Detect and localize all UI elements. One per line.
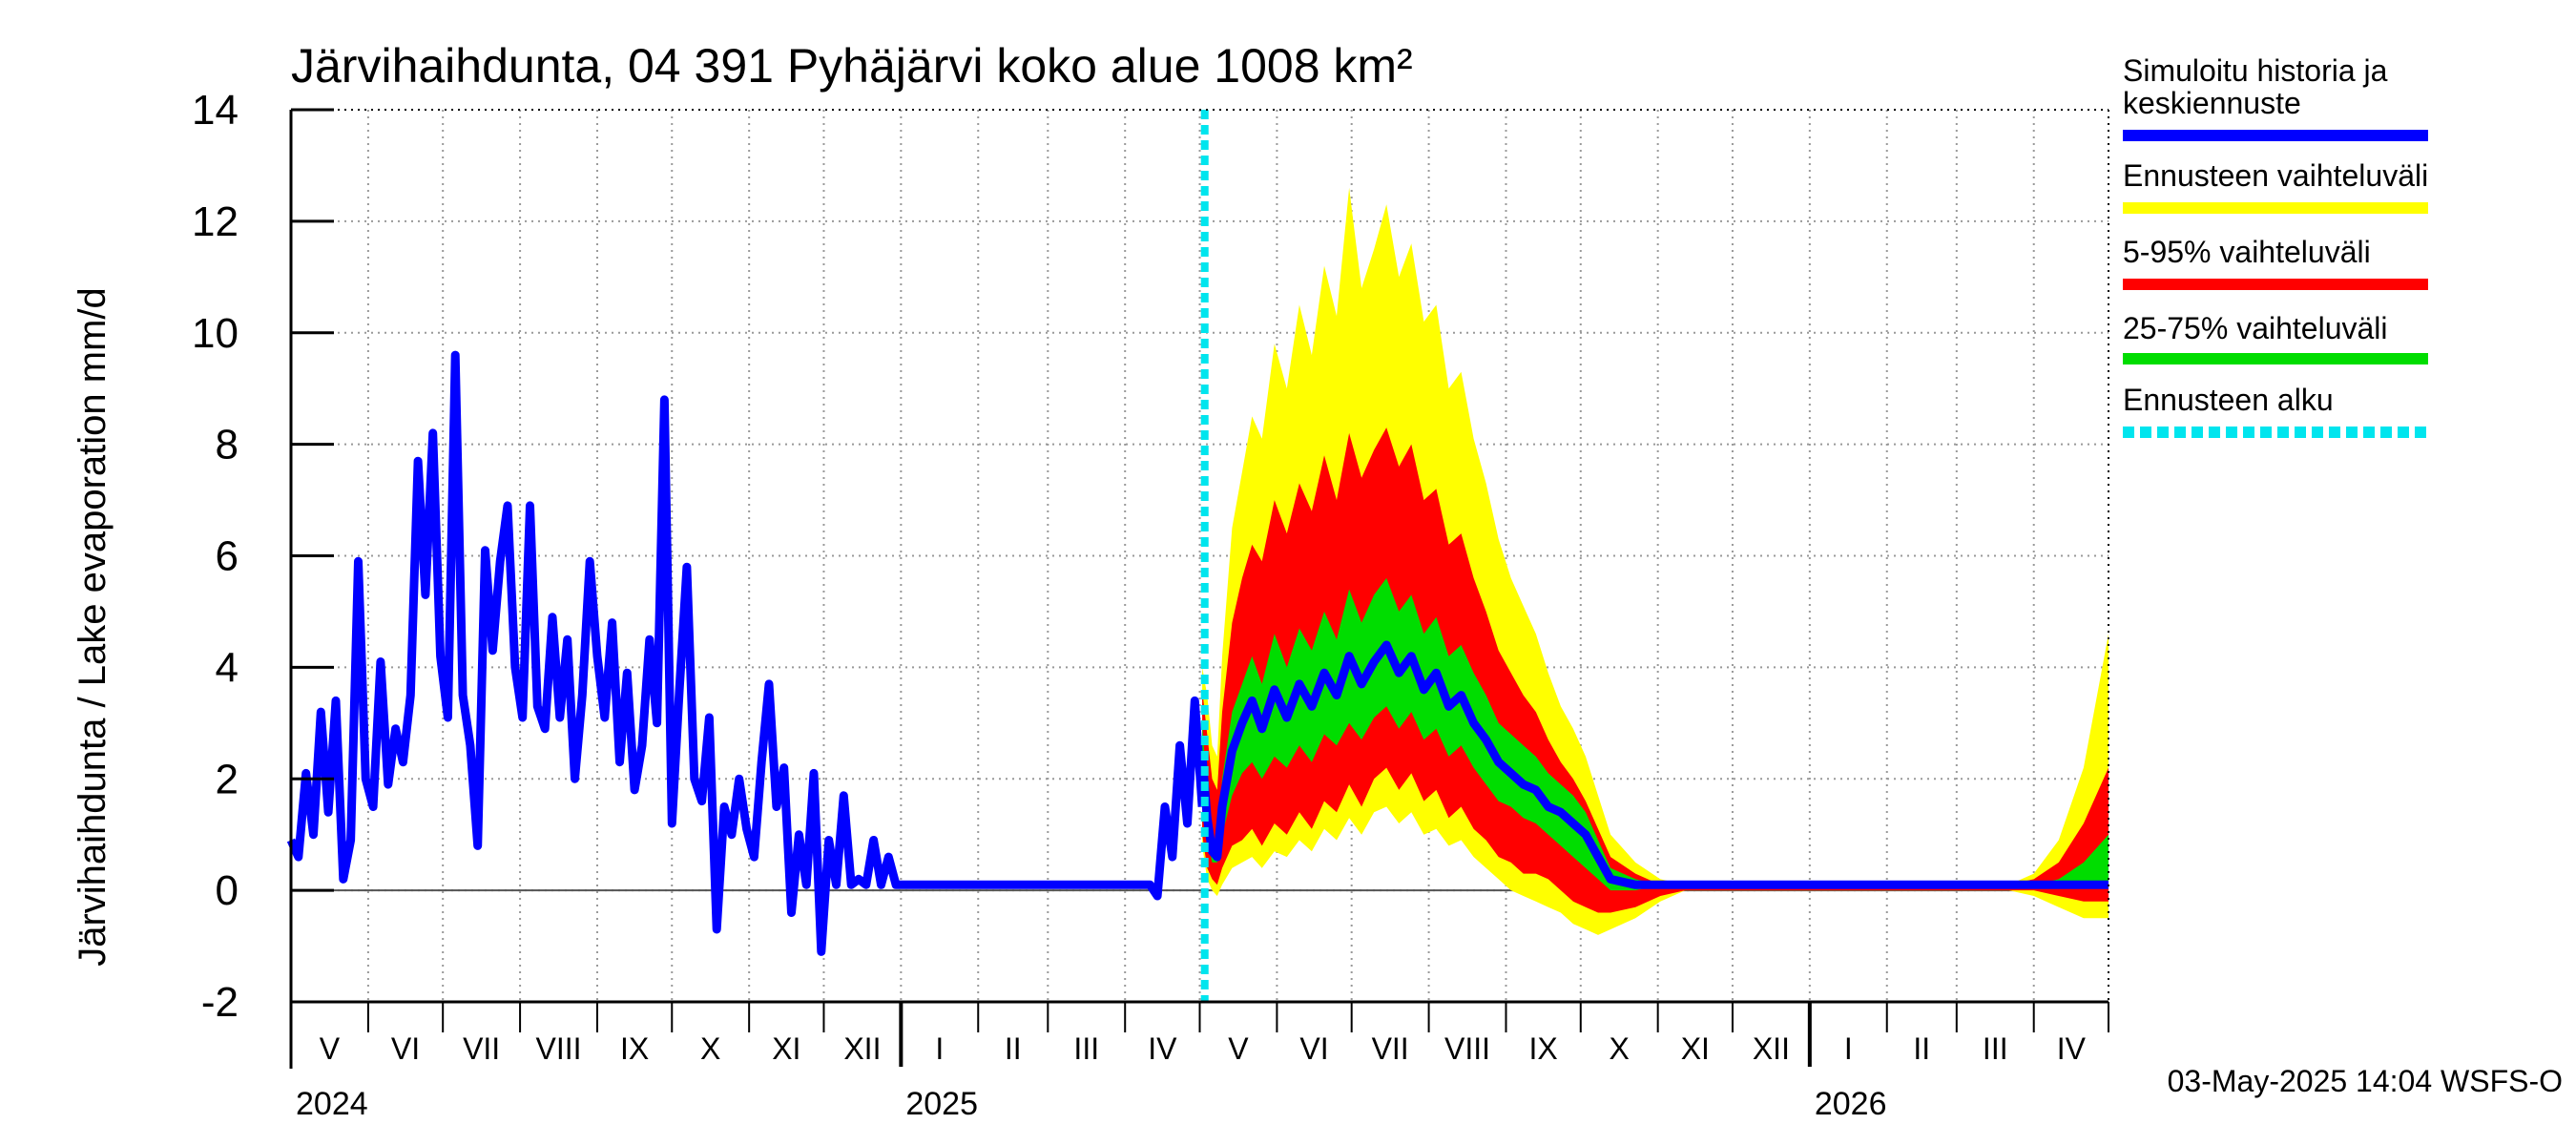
- legend-label: 5-95% vaihteluväli: [2123, 235, 2371, 269]
- x-month-label: V: [320, 1031, 341, 1066]
- legend-label: keskiennuste: [2123, 86, 2301, 120]
- x-month-label: III: [1073, 1031, 1099, 1066]
- x-year-label: 2025: [905, 1086, 978, 1122]
- x-month-label: IX: [1529, 1031, 1558, 1066]
- x-month-label: VI: [391, 1031, 420, 1066]
- y-tick-label: 2: [216, 756, 239, 802]
- x-month-label: VII: [463, 1031, 500, 1066]
- x-ticks: V VI VII VIII IX X XI XII I II III IV V VI VII VIII IX X X…: [291, 1002, 2109, 1122]
- x-month-label: XII: [1753, 1031, 1790, 1066]
- y-tick-label: 6: [216, 533, 239, 580]
- legend-label: 25-75% vaihteluväli: [2123, 311, 2388, 345]
- y-tick-label: 10: [192, 310, 239, 357]
- y-tick-label: 0: [216, 867, 239, 914]
- y-tick-label: -2: [201, 979, 239, 1026]
- x-month-label: IV: [1148, 1031, 1177, 1066]
- x-month-label: VIII: [536, 1031, 582, 1066]
- x-month-label: I: [1844, 1031, 1853, 1066]
- x-month-label: V: [1228, 1031, 1249, 1066]
- x-month-label: II: [1913, 1031, 1930, 1066]
- x-year-label: 2024: [296, 1086, 368, 1122]
- legend-label: Ennusteen alku: [2123, 383, 2334, 417]
- legend-label: Ennusteen vaihteluväli: [2123, 158, 2428, 193]
- x-month-label: IX: [620, 1031, 649, 1066]
- x-month-label: I: [935, 1031, 944, 1066]
- x-month-label: IV: [2057, 1031, 2087, 1066]
- grid: [291, 110, 2109, 1002]
- y-tick-label: 12: [192, 198, 239, 245]
- x-year-label: 2026: [1815, 1086, 1887, 1122]
- x-month-label: XI: [1681, 1031, 1710, 1066]
- x-month-label: VIII: [1444, 1031, 1490, 1066]
- x-month-label: VI: [1299, 1031, 1328, 1066]
- y-tick-label: 4: [216, 644, 239, 691]
- chart-title: Järvihaihdunta, 04 391 Pyhäjärvi koko al…: [291, 39, 1413, 93]
- footer-timestamp: 03-May-2025 14:04 WSFS-O: [2168, 1064, 2563, 1098]
- legend-label: Simuloitu historia ja: [2123, 53, 2388, 88]
- chart: Järvihaihdunta, 04 391 Pyhäjärvi koko al…: [0, 0, 2576, 1145]
- y-ticks: -2 0 2 4 6 8 10 12 14: [192, 87, 334, 1026]
- x-month-label: III: [1983, 1031, 2008, 1066]
- x-month-label: X: [700, 1031, 720, 1066]
- forecast-bands: [1202, 188, 2109, 935]
- y-axis-label: Järvihaihdunta / Lake evaporation mm/d: [72, 287, 114, 967]
- x-month-label: II: [1005, 1031, 1022, 1066]
- x-month-label: X: [1610, 1031, 1630, 1066]
- x-month-label: VII: [1372, 1031, 1409, 1066]
- x-month-label: XI: [772, 1031, 800, 1066]
- x-month-label: XII: [843, 1031, 881, 1066]
- y-tick-label: 14: [192, 87, 239, 134]
- y-tick-label: 8: [216, 422, 239, 468]
